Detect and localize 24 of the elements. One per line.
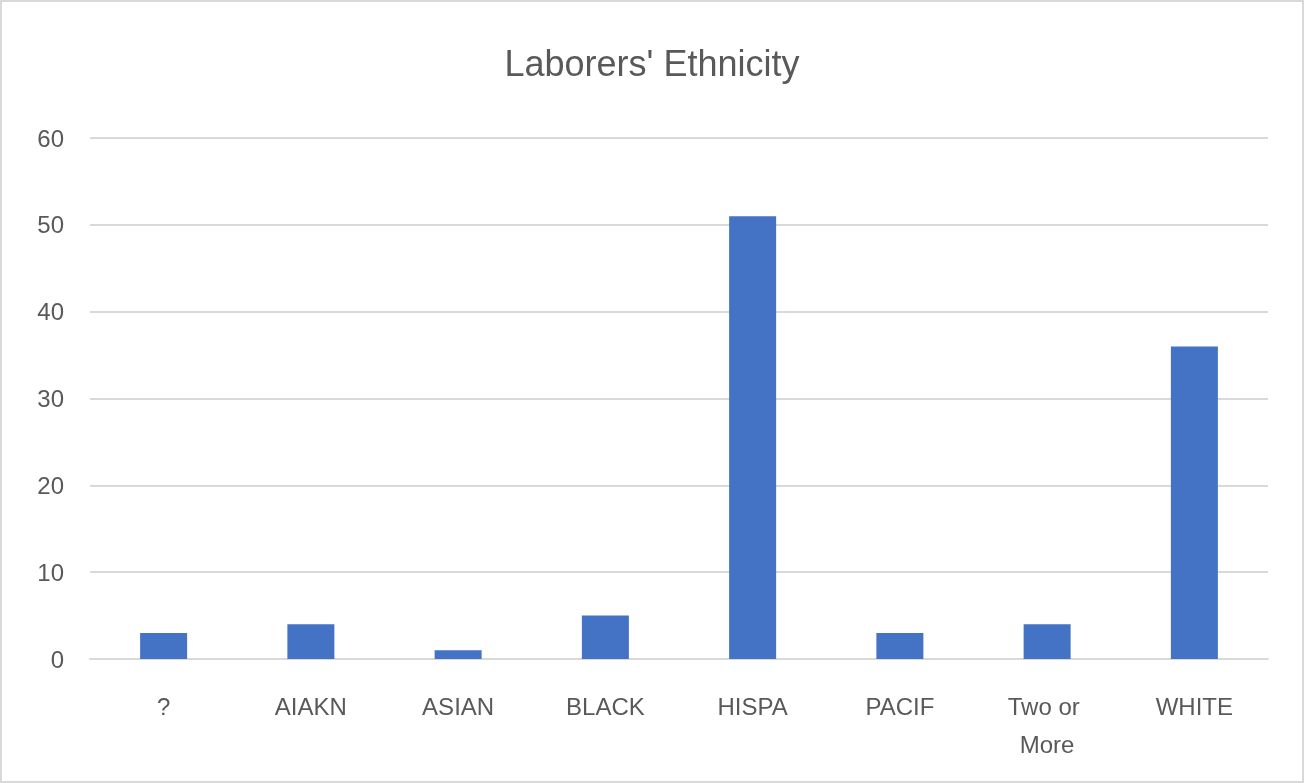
- x-tick-label: ASIAN: [422, 692, 495, 720]
- x-tick-label: WHITE: [1155, 692, 1234, 720]
- x-tick-label: HISPA: [717, 692, 788, 720]
- bar: [140, 632, 188, 659]
- x-tick-label: AIAKN: [274, 692, 347, 720]
- y-tick-label: 20: [37, 471, 64, 499]
- y-tick-label: 0: [50, 645, 64, 673]
- x-tick-label: ?: [156, 692, 171, 720]
- bar: [434, 650, 482, 659]
- bar: [287, 624, 335, 659]
- bar: [729, 216, 777, 659]
- bar: [876, 632, 924, 659]
- y-tick-label: 50: [37, 211, 64, 239]
- bar: [1023, 624, 1071, 659]
- x-tick-label: BLACK: [566, 692, 645, 720]
- x-tick-label: Two or More: [1007, 692, 1087, 758]
- bar: [1170, 346, 1218, 659]
- bar: [581, 615, 629, 659]
- y-tick-label: 60: [37, 124, 64, 152]
- chart-title: Laborers' Ethnicity: [504, 42, 800, 84]
- y-tick-label: 40: [37, 298, 64, 326]
- y-tick-label: 10: [37, 558, 64, 586]
- x-tick-label: PACIF: [865, 692, 935, 720]
- y-tick-label: 30: [37, 385, 64, 412]
